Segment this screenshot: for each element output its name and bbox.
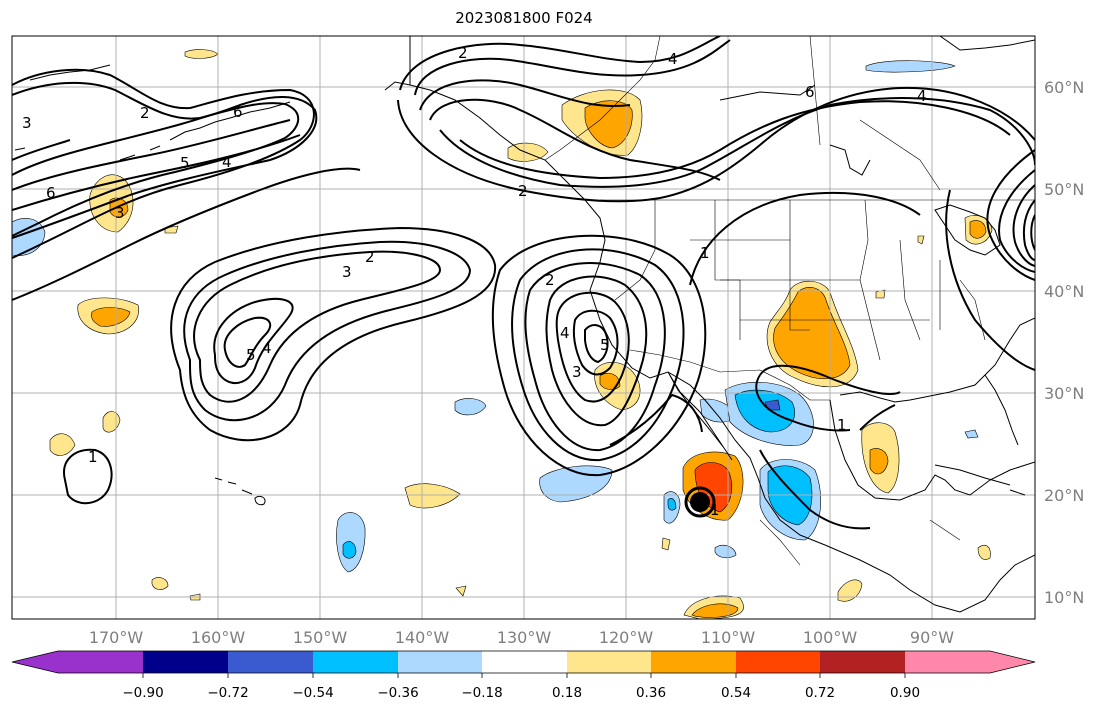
colorbar-swatch	[398, 651, 482, 673]
colorbar-swatch	[482, 651, 567, 673]
colorbar-tick-label: 0.54	[721, 685, 751, 701]
map-title: 2023081800 F024	[455, 9, 593, 27]
colorbar-tick-label: 0.90	[890, 685, 920, 701]
lat-label: 60°N	[1044, 78, 1084, 97]
lat-label: 20°N	[1044, 486, 1084, 505]
map-panel: 2 2 2 2 2 3 3 3 3 4 4 4 4 4 5 5 5 6 6 6 …	[12, 36, 1035, 619]
lon-label: 130°W	[497, 628, 552, 647]
contour-labels: 2 2 2 2 2 3 3 3 3 4 4 4 4 4 5 5 5 6 6 6 …	[22, 44, 927, 519]
lat-label: 10°N	[1044, 588, 1084, 607]
colorbar	[11, 650, 1036, 674]
contour-label: 6	[805, 83, 815, 101]
cyclone-marker	[684, 486, 716, 518]
political-borders	[544, 36, 1035, 566]
colorbar-tick-label: −0.54	[292, 685, 333, 701]
latitude-labels: 60°N 50°N 40°N 30°N 20°N 10°N	[1044, 78, 1084, 607]
colorbar-swatch	[820, 651, 905, 673]
colorbar-tick-label: 0.36	[636, 685, 666, 701]
lon-label: 120°W	[599, 628, 654, 647]
lat-label: 40°N	[1044, 282, 1084, 301]
colorbar-tick-label: −0.18	[461, 685, 502, 701]
map-frame	[11, 35, 1036, 620]
colorbar-tick-label: −0.90	[122, 685, 163, 701]
graticule	[12, 36, 1035, 619]
contour-label: 6	[233, 103, 243, 121]
contour-label: 3	[115, 204, 125, 222]
lon-label: 110°W	[701, 628, 756, 647]
colorbar-swatch	[567, 651, 651, 673]
contour-label: 6	[46, 184, 56, 202]
colorbar-tick-label: −0.72	[207, 685, 248, 701]
contour-label: 2	[545, 271, 555, 289]
colorbar-tick-label: −0.36	[377, 685, 418, 701]
lon-label: 150°W	[293, 628, 348, 647]
contour-label: 1	[837, 416, 847, 434]
lon-label: 100°W	[803, 628, 858, 647]
lat-label: 50°N	[1044, 180, 1084, 199]
contour-label: 1	[710, 501, 720, 519]
contours	[12, 36, 1035, 530]
lon-label: 90°W	[910, 628, 954, 647]
colorbar-tick-label: 0.72	[805, 685, 835, 701]
contour-label: 4	[222, 153, 232, 171]
contour-label: 2	[365, 248, 375, 266]
lat-label: 30°N	[1044, 384, 1084, 403]
colorbar-swatch	[143, 651, 228, 673]
lon-label: 160°W	[191, 628, 246, 647]
contour-label: 4	[262, 339, 272, 357]
colorbar-swatch	[58, 651, 143, 673]
colorbar-tick-labels: −0.90 −0.72 −0.54 −0.36 −0.18 0.18 0.36 …	[122, 685, 920, 701]
contour-label: 4	[668, 50, 678, 68]
colorbar-swatch	[313, 651, 398, 673]
contour-label: 2	[140, 104, 150, 122]
colorbar-extend-high	[990, 651, 1035, 673]
colorbar-tick-label: 0.18	[552, 685, 582, 701]
colorbar-extend-low	[12, 651, 58, 673]
contour-label: 3	[22, 114, 32, 132]
longitude-labels: 170°W 160°W 150°W 140°W 130°W 120°W 110°…	[89, 628, 954, 647]
lon-label: 170°W	[89, 628, 144, 647]
colorbar-swatch	[905, 651, 990, 673]
contour-label: 2	[518, 182, 528, 200]
contour-label: 3	[342, 263, 352, 281]
contour-label: 4	[917, 87, 927, 105]
contour-label: 5	[180, 154, 190, 172]
colorbar-swatch	[651, 651, 736, 673]
contour-label: 1	[88, 448, 98, 466]
contour-label: 1	[700, 244, 710, 262]
colorbar-ticks	[142, 673, 906, 678]
contour-label: 5	[246, 346, 256, 364]
lon-label: 140°W	[395, 628, 450, 647]
contour-label: 2	[458, 44, 468, 62]
contour-label: 3	[572, 363, 582, 381]
contour-label: 5	[600, 336, 610, 354]
colorbar-swatch	[736, 651, 820, 673]
colorbar-swatch	[228, 651, 313, 673]
contour-label: 4	[560, 324, 570, 342]
